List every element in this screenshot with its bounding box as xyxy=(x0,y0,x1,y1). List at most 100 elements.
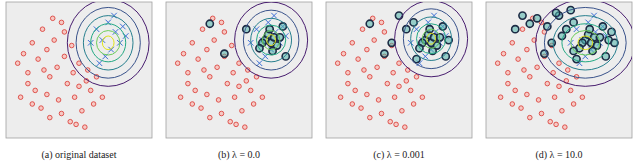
point xyxy=(120,24,126,30)
point xyxy=(368,75,373,80)
point xyxy=(346,81,351,86)
point xyxy=(516,57,521,62)
selected-point xyxy=(221,50,228,57)
plot-frame xyxy=(166,2,312,138)
point xyxy=(33,88,38,93)
point xyxy=(420,95,425,100)
plot-area xyxy=(495,2,632,129)
point xyxy=(69,43,74,48)
point xyxy=(557,61,562,66)
point xyxy=(59,111,64,116)
contour xyxy=(427,33,436,44)
point xyxy=(513,88,518,93)
selected-point xyxy=(599,23,606,30)
point xyxy=(229,43,234,48)
selected-point xyxy=(410,19,417,26)
point xyxy=(216,98,221,103)
contour xyxy=(102,36,114,50)
point xyxy=(65,81,70,86)
point xyxy=(394,122,399,127)
point xyxy=(356,57,361,62)
point xyxy=(404,79,409,84)
contour xyxy=(536,2,632,86)
point xyxy=(580,95,585,100)
point xyxy=(186,70,191,75)
point xyxy=(208,115,213,120)
point xyxy=(237,84,242,89)
point xyxy=(440,24,446,30)
contour xyxy=(235,2,308,78)
figure: (a) original dataset(b) λ = 0.0(c) λ = 0… xyxy=(0,0,640,166)
series-x xyxy=(568,13,609,66)
point xyxy=(88,88,93,93)
point xyxy=(26,70,31,75)
point xyxy=(62,54,67,59)
point xyxy=(375,65,380,70)
point xyxy=(202,68,207,73)
caption: (d) λ = 10.0 xyxy=(535,149,582,161)
point xyxy=(565,68,570,73)
selected-point xyxy=(282,53,289,60)
contour xyxy=(97,31,120,55)
point xyxy=(545,81,550,86)
contour xyxy=(67,2,149,86)
point xyxy=(48,75,53,80)
contour xyxy=(267,35,276,46)
series-circle xyxy=(495,16,584,129)
point xyxy=(260,95,265,100)
contour xyxy=(257,25,286,55)
contour xyxy=(544,7,626,78)
point xyxy=(360,27,365,32)
point xyxy=(205,47,210,52)
point xyxy=(522,68,527,73)
point xyxy=(234,122,239,127)
point xyxy=(244,79,249,84)
selected-point xyxy=(526,20,533,27)
panel: (b) λ = 0.0 xyxy=(166,2,312,161)
point xyxy=(385,81,390,86)
point xyxy=(222,30,227,35)
point xyxy=(560,109,565,114)
point xyxy=(525,47,530,52)
point xyxy=(510,41,515,46)
point xyxy=(498,95,503,100)
point xyxy=(353,88,358,93)
point xyxy=(346,70,351,75)
caption: (a) original dataset xyxy=(42,149,117,161)
point xyxy=(257,60,263,66)
selected-point xyxy=(534,15,541,22)
contours xyxy=(67,2,149,86)
point xyxy=(83,125,88,130)
contour xyxy=(395,2,468,77)
point xyxy=(30,41,35,46)
point xyxy=(528,115,533,120)
point xyxy=(563,125,568,130)
point xyxy=(557,84,562,89)
point xyxy=(536,98,541,103)
point xyxy=(240,109,245,114)
point xyxy=(414,75,419,80)
point xyxy=(36,57,41,62)
contour xyxy=(251,18,292,62)
contour xyxy=(578,36,593,50)
contour xyxy=(571,31,600,55)
point xyxy=(80,109,85,114)
selected-point xyxy=(602,53,609,60)
plot-area xyxy=(15,2,149,129)
plot-frame xyxy=(486,2,632,138)
point xyxy=(350,102,355,107)
point xyxy=(528,75,533,80)
point xyxy=(539,111,544,116)
contours xyxy=(395,2,468,77)
point xyxy=(232,95,237,100)
point xyxy=(199,106,204,111)
selected-point xyxy=(548,39,555,46)
contour xyxy=(243,10,298,70)
point xyxy=(21,51,26,56)
point xyxy=(45,47,50,52)
point xyxy=(574,26,580,32)
point xyxy=(228,119,233,124)
point xyxy=(341,51,346,56)
plot-area xyxy=(175,2,307,129)
point xyxy=(397,61,402,66)
